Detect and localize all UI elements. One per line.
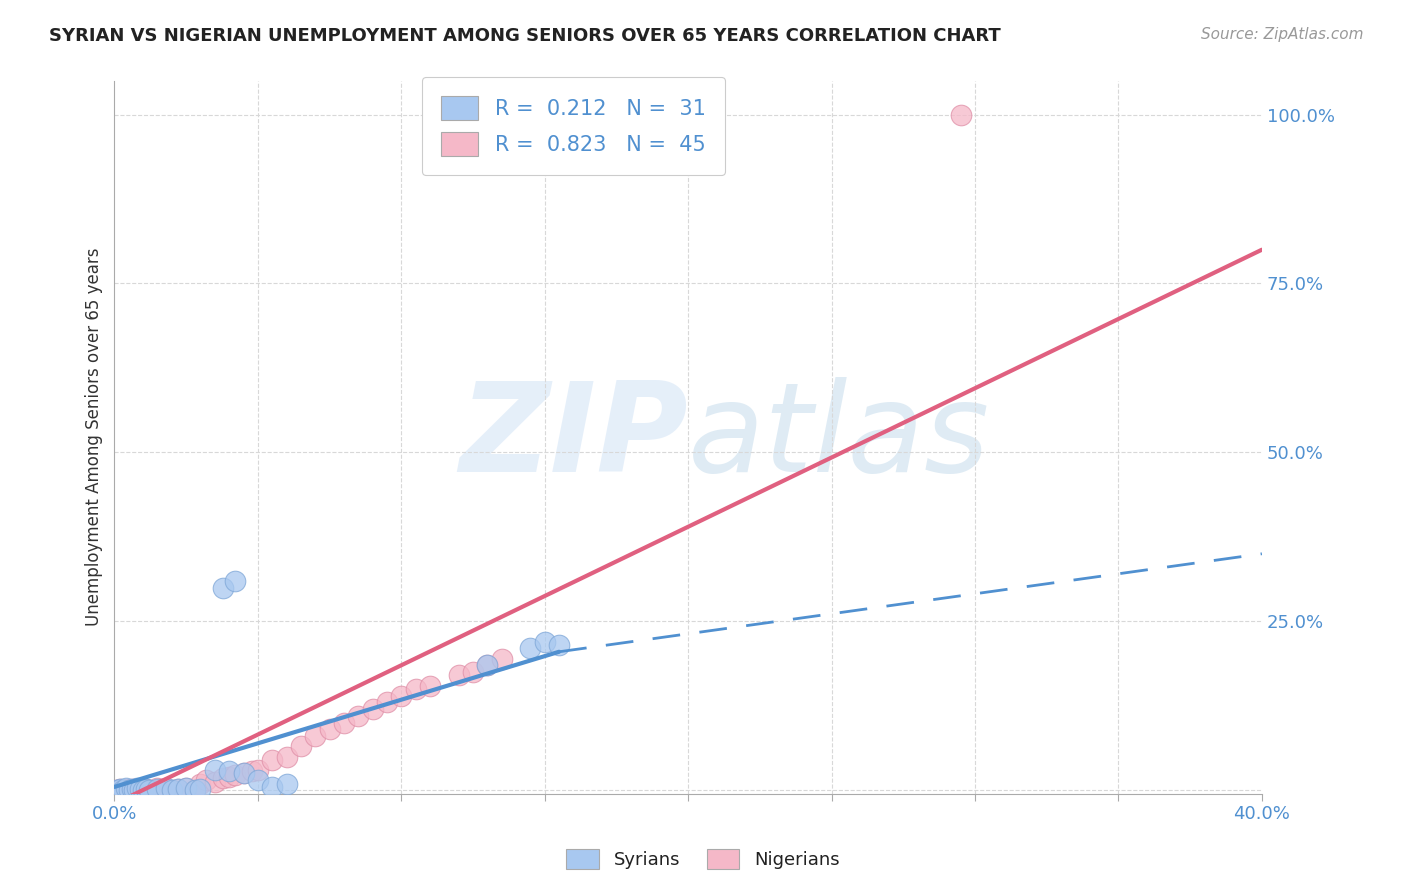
Point [160,782,183,797]
Point [246,773,269,788]
Point [132,782,155,797]
Point [224,574,246,588]
Point [240,764,263,779]
Point [132,782,155,797]
Point [166,781,188,796]
Point [166,781,188,796]
Text: SYRIAN VS NIGERIAN UNEMPLOYMENT AMONG SENIORS OVER 65 YEARS CORRELATION CHART: SYRIAN VS NIGERIAN UNEMPLOYMENT AMONG SE… [49,27,1001,45]
Text: ZIP: ZIP [460,376,688,498]
Point [149,781,172,796]
Point [121,781,143,796]
Point [262,780,284,794]
Point [477,658,499,673]
Point [190,781,212,796]
Point [333,715,356,730]
Point [105,782,128,797]
Point [548,638,571,652]
Point [146,781,169,796]
Point [135,781,157,796]
Text: atlas: atlas [688,376,990,498]
Point [127,781,149,796]
Point [262,753,284,767]
Point [519,641,541,656]
Point [232,766,254,780]
Point [124,782,146,797]
Point [138,782,160,797]
Point [949,107,972,121]
Point [121,781,143,796]
Point [190,776,212,790]
Point [232,766,254,780]
Point [276,776,298,790]
Point [533,634,555,648]
Point [304,729,326,743]
Point [118,782,141,797]
Point [361,702,384,716]
Point [204,775,226,789]
Point [195,773,218,788]
Point [108,781,131,796]
Point [477,658,499,673]
Point [218,770,240,784]
Point [115,781,138,796]
Point [135,781,157,796]
Point [405,681,427,696]
Text: Source: ZipAtlas.com: Source: ZipAtlas.com [1201,27,1364,42]
Point [111,782,134,797]
Point [318,723,340,737]
Legend: Syrians, Nigerians: Syrians, Nigerians [557,839,849,879]
Point [184,782,207,797]
Point [105,782,128,797]
Point [108,781,131,796]
Point [491,651,513,665]
Point [246,763,269,777]
Point [146,781,169,796]
Point [389,689,412,703]
Point [111,782,134,797]
Point [375,695,398,709]
Point [155,781,177,796]
Point [419,679,441,693]
Point [204,763,226,777]
Point [118,782,141,797]
Point [224,768,246,782]
Point [129,782,152,797]
Point [218,764,240,779]
Point [461,665,484,679]
Point [127,781,149,796]
Legend: R =  0.212   N =  31, R =  0.823   N =  45: R = 0.212 N = 31, R = 0.823 N = 45 [422,77,724,175]
Point [138,782,160,797]
Point [212,771,235,785]
Point [290,739,312,754]
Point [174,781,197,796]
Point [155,781,177,796]
Point [129,781,152,796]
Point [212,581,235,595]
Point [160,782,183,797]
Point [447,668,470,682]
Point [115,781,138,796]
Point [124,782,146,797]
Point [184,782,207,797]
Y-axis label: Unemployment Among Seniors over 65 years: Unemployment Among Seniors over 65 years [86,248,103,626]
Point [174,781,197,796]
Point [347,709,370,723]
Point [276,749,298,764]
